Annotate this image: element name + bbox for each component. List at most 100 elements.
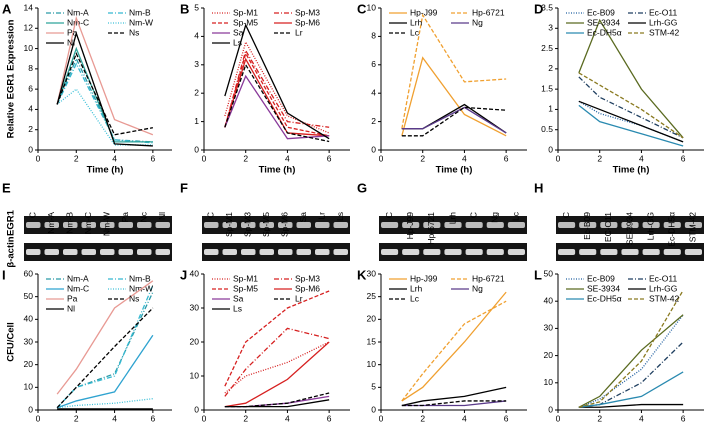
blot-band	[465, 222, 483, 228]
y-tick-label: 40	[544, 295, 554, 305]
lane-label: Lr	[317, 212, 327, 220]
y-tick-label: 10	[24, 43, 34, 53]
lane-label: C	[384, 212, 394, 218]
series-line	[56, 57, 153, 143]
legend-label: Nm-W	[129, 283, 153, 293]
blot-band	[684, 222, 702, 228]
lane-label: STM-42	[688, 212, 698, 243]
lane-label: C	[468, 212, 478, 218]
legend-label: Lrh	[410, 283, 423, 293]
series-line	[578, 76, 684, 139]
blot-band	[204, 222, 219, 228]
blot-band	[81, 249, 96, 255]
y-tick-label: 10	[367, 359, 377, 369]
series-line	[578, 289, 684, 408]
blot-band	[600, 222, 618, 228]
blot-band	[278, 249, 293, 255]
y-tick-label: 10	[190, 370, 200, 380]
blot-band	[507, 222, 525, 228]
panel-label: G	[357, 180, 367, 195]
y-tick-label: 30	[367, 268, 377, 278]
panel-label: A	[2, 1, 12, 16]
panel-label: C	[357, 1, 367, 16]
lane-label: Hp-6721	[426, 212, 436, 245]
series-line	[224, 57, 330, 137]
lane-label: Ec-B09	[582, 212, 592, 240]
blot-band	[259, 249, 274, 255]
legend-label: Pa	[67, 293, 78, 303]
legend-label: Sp-M6	[295, 283, 320, 293]
y-tick-label: 0	[194, 404, 199, 414]
y-tick-label: 8	[371, 31, 376, 41]
series-line	[224, 63, 330, 143]
y-tick-label: 40	[24, 314, 34, 324]
legend-label: Ec-B09	[587, 273, 615, 283]
legend-label: Lr	[295, 27, 303, 37]
y-tick-label: 4	[28, 104, 33, 114]
blot-strip	[202, 216, 350, 234]
panel-label: K	[357, 267, 367, 282]
legend-label: Hp-J99	[410, 7, 438, 17]
blot-band	[278, 222, 293, 228]
x-tick-label: 0	[202, 413, 207, 423]
series-line	[578, 100, 684, 143]
blot-band	[241, 222, 256, 228]
y-tick-label: 1.5	[541, 83, 553, 93]
blot-band	[558, 249, 576, 255]
blot-band	[137, 222, 152, 228]
series-line	[224, 40, 330, 134]
lane-label: Nm-C	[83, 212, 93, 234]
y-tick-label: 8	[28, 63, 33, 73]
x-tick-label: 0	[36, 413, 41, 423]
legend-label: Ls	[233, 303, 242, 313]
x-tick-label: 6	[150, 413, 155, 423]
y-tick-label: 30	[544, 323, 554, 333]
panel-label: B	[180, 1, 189, 16]
series-line	[56, 51, 153, 136]
panel-label: J	[180, 267, 187, 282]
legend-label: Lrh-GG	[649, 283, 677, 293]
blot-band	[402, 249, 420, 255]
lane-label: Nc	[139, 211, 149, 222]
legend-label: Nm-W	[129, 17, 153, 27]
series-line	[578, 314, 684, 408]
lane-label: C	[561, 212, 571, 218]
lane-label: SE-3934	[624, 212, 634, 245]
legend-label: STM-42	[649, 27, 680, 37]
y-tick-label: 30	[24, 336, 34, 346]
blot-band	[81, 222, 96, 228]
blot-band	[26, 222, 41, 228]
y-tick-label: 0	[371, 144, 376, 154]
legend-label: Lrh	[410, 17, 423, 27]
series-line	[578, 314, 684, 408]
y-tick-label: 2	[371, 116, 376, 126]
legend-label: Lrh-GG	[649, 17, 677, 27]
legend-label: Sp-M3	[295, 273, 320, 283]
blot-band	[558, 222, 576, 228]
legend-label: Nm-B	[129, 273, 151, 283]
blot-band	[315, 249, 330, 255]
series-line	[401, 56, 507, 137]
series-line	[401, 386, 507, 407]
x-tick-label: 6	[150, 153, 155, 163]
blot-band	[137, 249, 152, 255]
x-tick-label: 4	[285, 153, 290, 163]
blot-band	[663, 222, 681, 228]
x-tick-label: 6	[327, 153, 332, 163]
blot-band	[402, 222, 420, 228]
legend-label: STM-42	[649, 293, 680, 303]
y-tick-label: 3	[194, 59, 199, 69]
blot-band	[465, 249, 483, 255]
y-tick-label: 20	[190, 336, 200, 346]
series-line	[224, 327, 330, 397]
x-tick-label: 4	[639, 413, 644, 423]
y-tick-label: 0.5	[541, 124, 553, 134]
y-tick-label: 20	[24, 359, 34, 369]
legend-label: Nl	[67, 303, 75, 313]
lane-label: Nm-A	[46, 212, 56, 234]
x-tick-label: 6	[327, 413, 332, 423]
blot-band	[600, 249, 618, 255]
x-tick-label: 2	[74, 153, 79, 163]
panel-label: F	[180, 180, 188, 195]
series-line	[578, 341, 684, 408]
